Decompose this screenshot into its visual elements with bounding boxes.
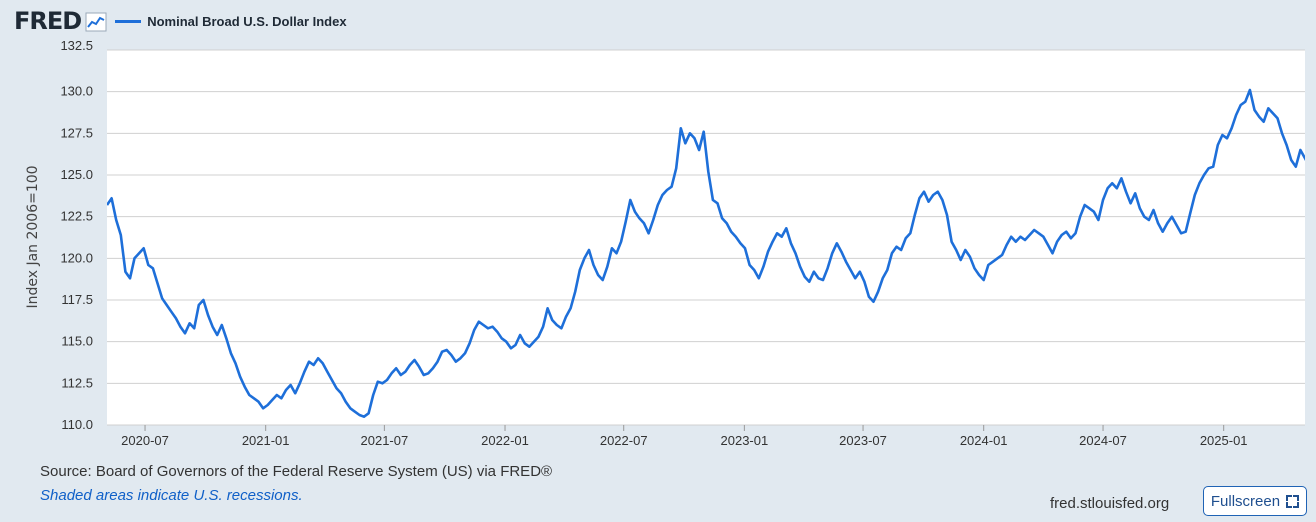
expand-icon (1286, 494, 1300, 508)
y-tick-label: 132.5 (60, 38, 93, 53)
y-axis-title: Index Jan 2006=100 (25, 165, 41, 308)
y-tick-label: 115.0 (61, 334, 93, 349)
y-tick-label: 130.0 (60, 84, 93, 99)
legend-label: Nominal Broad U.S. Dollar Index (147, 13, 347, 29)
site-url[interactable]: fred.stlouisfed.org (1050, 495, 1170, 512)
fullscreen-button[interactable]: Fullscreen (1203, 486, 1307, 516)
plot-area (107, 50, 1305, 425)
fred-logo[interactable]: FRED (14, 7, 82, 35)
legend-swatch (115, 19, 142, 23)
x-tick-label: 2022-07 (600, 433, 648, 448)
recession-note: Shaded areas indicate U.S. recessions. (40, 487, 303, 504)
x-tick-label: 2024-07 (1079, 433, 1127, 448)
series-line-dollar-index[interactable] (107, 88, 1316, 419)
y-tick-label: 112.5 (61, 375, 93, 390)
x-tick-label: 2020-07 (121, 433, 169, 448)
x-tick-label: 2023-01 (721, 433, 769, 448)
x-tick-label: 2021-07 (361, 433, 409, 448)
chart-header: FRED Nominal Broad U.S. Dollar Index (14, 6, 347, 36)
legend: Nominal Broad U.S. Dollar Index (115, 13, 347, 29)
x-tick-label: 2021-01 (242, 433, 290, 448)
y-tick-label: 125.0 (60, 167, 93, 182)
x-tick-label: 2022-01 (481, 433, 529, 448)
x-tick-label: 2025-01 (1200, 433, 1248, 448)
line-graph-icon (85, 12, 107, 32)
chart[interactable]: 110.0 112.5 115.0 117.5 120.0 122.5 125.0 127.5… (0, 0, 1316, 460)
x-tick-label: 2023-07 (839, 433, 887, 448)
y-tick-label: 120.0 (60, 250, 93, 265)
y-tick-label: 122.5 (60, 209, 93, 224)
x-tick-label: 2024-01 (960, 433, 1008, 448)
fullscreen-label: Fullscreen (1210, 492, 1281, 510)
y-tick-label: 117.5 (61, 292, 93, 307)
source-text: Source: Board of Governors of the Federa… (40, 463, 553, 480)
y-tick-label: 127.5 (60, 125, 93, 140)
y-tick-label: 110.0 (61, 417, 93, 432)
